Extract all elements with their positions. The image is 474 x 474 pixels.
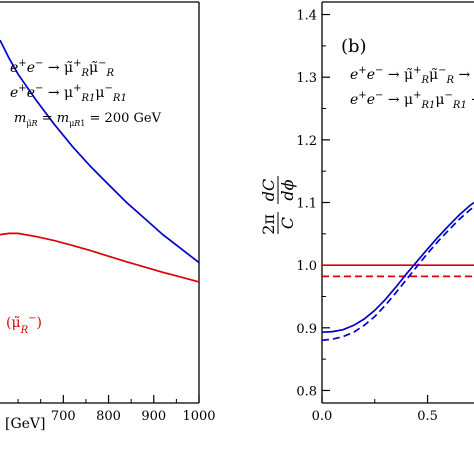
left-series-line-0	[0, 39, 200, 264]
right-y-tick-label-4: 1.2	[296, 134, 317, 149]
right-y-tick-label-3: 1.1	[296, 197, 317, 212]
left-x-tick-label-2: 900	[141, 409, 166, 424]
y-label-dphi: dϕ	[278, 179, 297, 200]
right-series-line-2	[321, 201, 474, 334]
left-panel: 700 800 900 1000 e+e− → μ̃+Rμ̃−R e+e− → μ+R…	[0, 1, 216, 432]
left-x-tick-label-1: 800	[96, 409, 121, 424]
left-legend-line-1: e+e− → μ̃+Rμ̃−R	[10, 58, 115, 79]
left-x-tick-label-0: 700	[51, 409, 76, 424]
left-x-axis-label: [GeV]	[5, 416, 46, 432]
right-legend-line-2: e+e− → μ+R1μ−R1 → μ	[350, 90, 474, 111]
right-y-tick-label-5: 1.3	[296, 71, 317, 86]
right-x-tick-label-0: 0.0	[312, 409, 333, 424]
right-x-tick-label-1: 0.5	[417, 409, 438, 424]
y-label-c: C	[278, 217, 297, 229]
y-label-dc: dC	[259, 179, 278, 201]
left-legend: e+e− → μ̃+Rμ̃−R e+e− → μ+R1μ−R1 mμ̃R = m…	[10, 58, 162, 128]
left-legend-line-2: e+e− → μ+R1μ−R1	[10, 83, 127, 104]
right-y-tick-label-1: 0.9	[296, 322, 317, 337]
right-y-tick-label-2: 1.0	[296, 259, 317, 274]
right-y-axis-label: 2π C dC dϕ	[259, 176, 297, 235]
left-legend-line-3: mμ̃R = mμR1 = 200 GeV	[14, 111, 162, 128]
right-legend: e+e− → μ̃+Rμ̃−R → μ+ e+e− → μ+R1μ−R1 → μ	[350, 65, 474, 111]
left-series	[0, 39, 200, 283]
right-series	[321, 201, 474, 342]
left-series-line-1	[0, 232, 200, 283]
left-red-annotation: (μ̃R−)	[6, 313, 42, 336]
right-ticks: 0.8 0.9 1.0 1.1 1.2 1.3 1.4 0.0 0.5	[296, 9, 438, 424]
right-legend-line-1: e+e− → μ̃+Rμ̃−R → μ+	[350, 65, 474, 86]
right-y-tick-label-0: 0.8	[296, 384, 317, 399]
right-y-tick-label-6: 1.4	[296, 9, 317, 24]
y-label-2pi: 2π	[259, 214, 278, 235]
panel-label-b: (b)	[341, 36, 367, 57]
left-x-tick-label-3: 1000	[182, 409, 215, 424]
right-series-line-3	[321, 206, 474, 342]
right-panel: 0.8 0.9 1.0 1.1 1.2 1.3 1.4 0.0 0.5 (b) e+e− → μ…	[259, 1, 474, 424]
left-x-ticks: 700 800 900 1000	[17, 395, 216, 424]
